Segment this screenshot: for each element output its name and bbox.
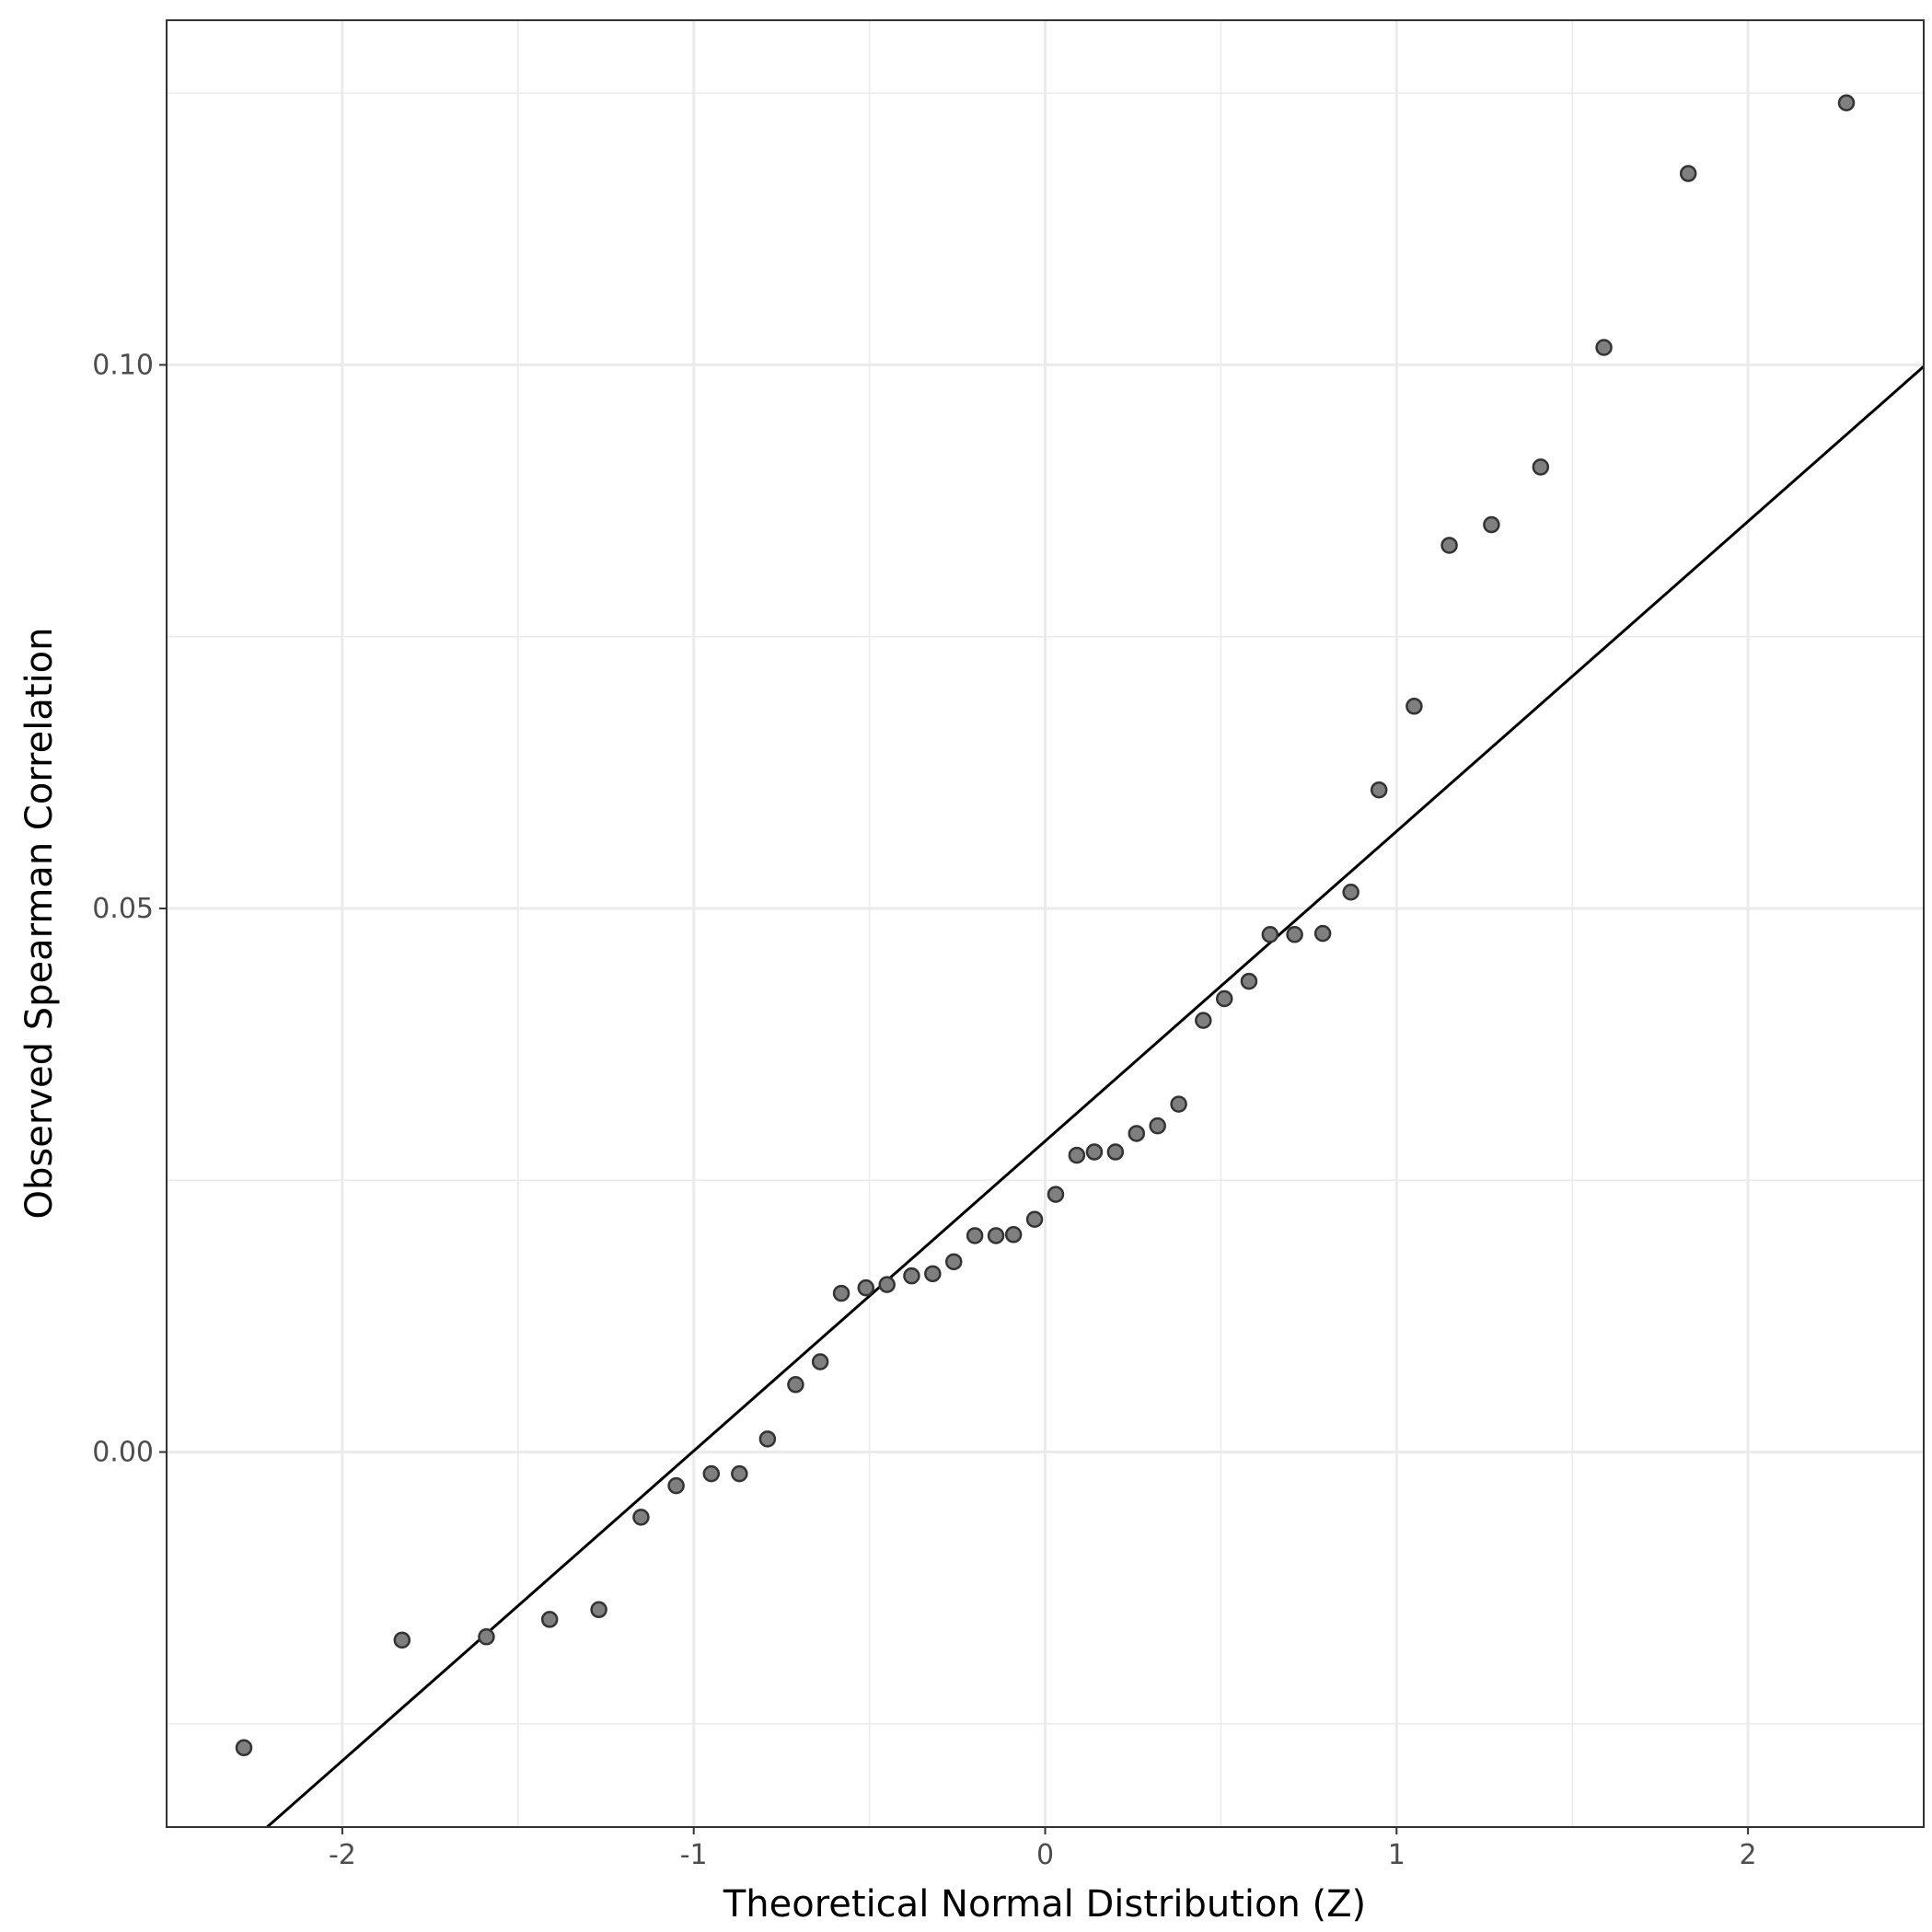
data-points xyxy=(235,94,1856,1757)
data-point xyxy=(1532,458,1550,476)
data-point xyxy=(832,1284,850,1302)
data-point xyxy=(966,1227,984,1244)
data-point xyxy=(1679,165,1697,182)
data-point xyxy=(1342,883,1359,901)
y-tick-label: 0.05 xyxy=(92,893,154,925)
x-tick-label: -2 xyxy=(329,1839,356,1871)
data-point xyxy=(1068,1146,1086,1164)
data-point xyxy=(667,1476,685,1495)
data-point xyxy=(944,1253,963,1271)
data-point xyxy=(1286,926,1303,943)
data-point xyxy=(1595,339,1613,356)
data-point xyxy=(787,1376,804,1394)
data-point xyxy=(1004,1226,1023,1244)
reference-line-layer xyxy=(266,365,1925,1829)
data-point xyxy=(702,1464,721,1483)
reference-line xyxy=(266,365,1925,1829)
data-point xyxy=(1215,989,1233,1008)
data-point xyxy=(1128,1125,1146,1142)
grid-major xyxy=(167,20,1924,1827)
x-tick-label: 1 xyxy=(1388,1839,1406,1871)
data-point xyxy=(478,1628,495,1646)
data-point xyxy=(1313,924,1332,943)
y-axis-title: Observed Spearman Correlation xyxy=(18,628,61,1220)
data-point xyxy=(1170,1095,1187,1113)
data-point xyxy=(590,1601,607,1619)
data-point xyxy=(1025,1210,1044,1229)
data-point xyxy=(1240,972,1258,990)
x-tick-label: 2 xyxy=(1740,1839,1757,1871)
data-point xyxy=(1106,1143,1125,1161)
y-tick-label: 0.00 xyxy=(92,1437,154,1469)
data-point xyxy=(1261,926,1279,943)
data-point xyxy=(731,1464,748,1483)
x-axis-title: Theoretical Normal Distribution (Z) xyxy=(723,1883,1366,1926)
y-axis-ticks: 0.00 0.05 0.10 xyxy=(92,349,167,1469)
y-tick-label: 0.10 xyxy=(92,349,154,381)
data-point xyxy=(1837,94,1856,112)
data-point xyxy=(540,1611,559,1628)
data-point xyxy=(393,1631,411,1649)
data-point xyxy=(1085,1143,1104,1161)
data-point xyxy=(1406,698,1423,715)
x-tick-label: -1 xyxy=(680,1839,708,1871)
data-point xyxy=(1370,781,1388,799)
x-axis-ticks: -2 -1 0 1 2 xyxy=(329,1827,1757,1871)
data-point xyxy=(903,1267,920,1285)
data-point xyxy=(235,1739,253,1757)
data-point xyxy=(924,1265,942,1283)
x-tick-label: 0 xyxy=(1036,1839,1054,1871)
data-point xyxy=(632,1509,650,1526)
data-point xyxy=(1149,1116,1166,1135)
data-point xyxy=(758,1430,777,1448)
data-point xyxy=(1483,515,1500,534)
data-point xyxy=(811,1353,829,1371)
data-point xyxy=(987,1227,1005,1244)
data-point xyxy=(1195,1012,1212,1029)
data-point xyxy=(1440,537,1458,554)
data-point xyxy=(857,1278,875,1297)
data-point xyxy=(1047,1186,1065,1203)
data-point xyxy=(878,1276,896,1293)
